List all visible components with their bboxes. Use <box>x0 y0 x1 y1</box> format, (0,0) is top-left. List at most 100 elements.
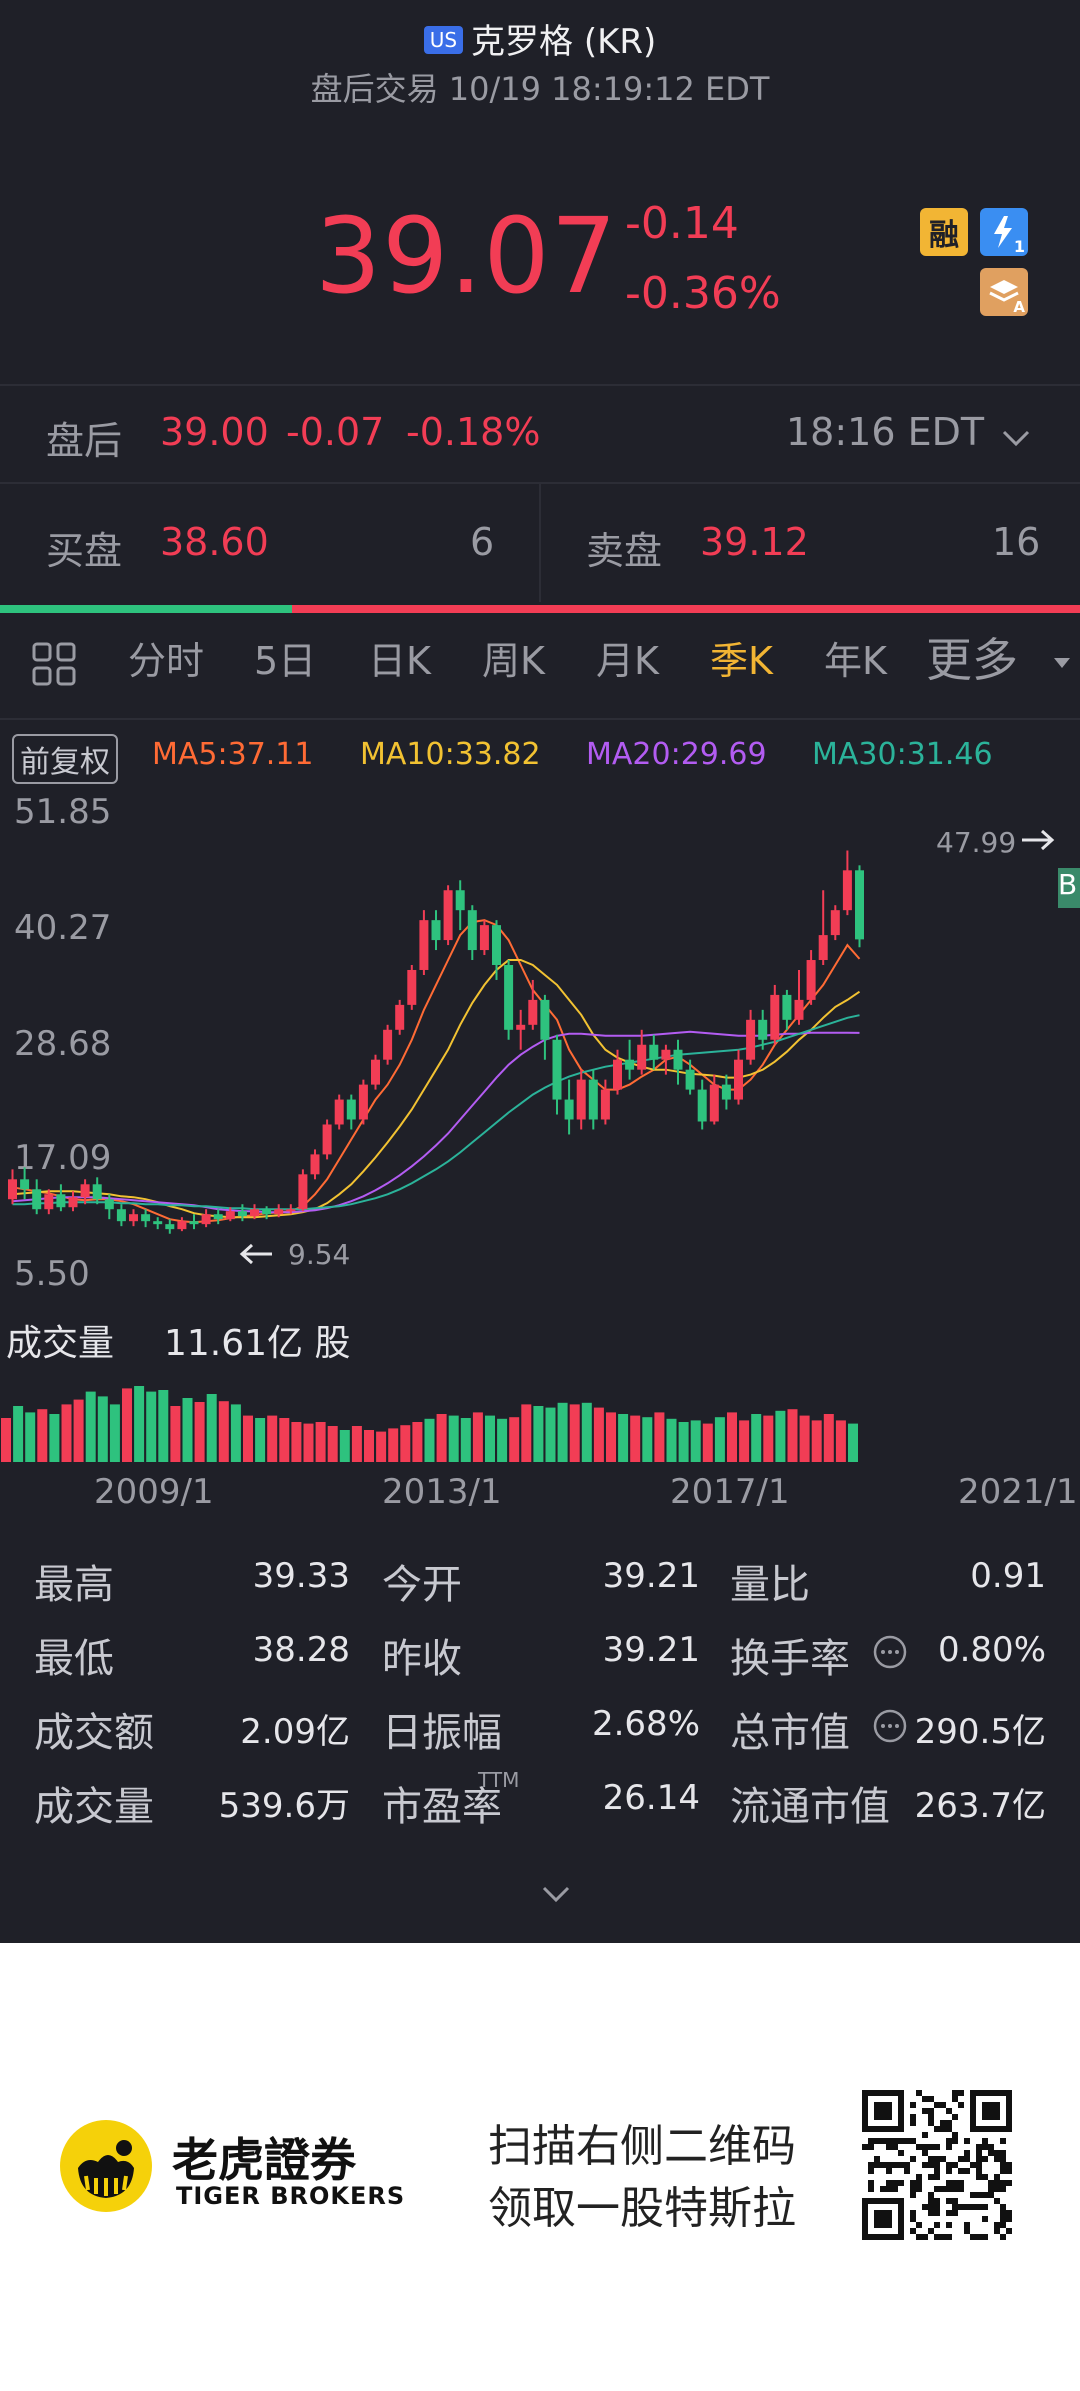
candle-body <box>625 1059 635 1070</box>
tab-5day[interactable]: 5日 <box>254 639 317 683</box>
candle-body <box>794 999 804 1020</box>
qr-module <box>898 2150 904 2156</box>
qr-module <box>928 2198 934 2204</box>
stat-value: 39.21 <box>602 1630 700 1670</box>
candle-body <box>504 965 514 1030</box>
candle-body <box>492 925 501 966</box>
volume-bar <box>267 1415 278 1462</box>
stat-value: 39.21 <box>602 1556 700 1596</box>
volume-bar <box>666 1418 677 1462</box>
qr-module <box>922 2150 928 2156</box>
qr-module <box>886 2180 892 2186</box>
qr-module <box>928 2228 934 2234</box>
qr-module <box>946 2144 952 2150</box>
qr-module <box>946 2198 952 2204</box>
qr-module <box>898 2138 904 2144</box>
qr-module <box>904 2138 910 2144</box>
qr-module <box>946 2186 952 2192</box>
tab-daily[interactable]: 日K <box>368 639 431 683</box>
caret-down-icon[interactable] <box>1052 652 1072 672</box>
stack-icon[interactable]: A <box>980 268 1028 316</box>
info-icon[interactable] <box>872 1708 908 1744</box>
qr-module <box>976 2192 982 2198</box>
candle-body <box>92 1184 102 1200</box>
qr-module <box>934 2222 940 2228</box>
market-badge: US <box>423 25 464 54</box>
volume-bar <box>521 1404 532 1462</box>
volume-bar <box>702 1423 713 1462</box>
volume-bar <box>678 1422 689 1462</box>
grid-icon[interactable] <box>30 640 78 688</box>
qr-module <box>934 2204 940 2210</box>
qr-module <box>970 2234 976 2240</box>
tab-intraday[interactable]: 分时 <box>128 639 205 683</box>
candle-body <box>842 870 852 911</box>
qr-module <box>952 2090 958 2096</box>
volume-bar <box>448 1415 459 1462</box>
qr-module <box>928 2114 934 2120</box>
candle-body <box>153 1221 163 1225</box>
stat-value: 39.33 <box>252 1556 350 1596</box>
candle-body <box>564 1099 574 1120</box>
candle-body <box>455 890 465 911</box>
qr-module <box>1000 2162 1006 2168</box>
qr-module <box>916 2186 922 2192</box>
volume-bar <box>823 1414 834 1462</box>
candle-body <box>685 1069 695 1090</box>
qr-module <box>964 2222 970 2228</box>
adjust-mode-button[interactable]: 前复权 <box>12 734 118 784</box>
qr-module <box>868 2180 874 2186</box>
volume-bar <box>206 1394 217 1462</box>
qr-module <box>892 2144 898 2150</box>
qr-module <box>1000 2138 1006 2144</box>
qr-module <box>916 2222 922 2228</box>
tab-quarterly[interactable]: 季K <box>710 639 773 683</box>
arrow-left-icon <box>239 1243 272 1265</box>
qr-module <box>886 2138 892 2144</box>
qr-module <box>952 2114 958 2120</box>
qr-code[interactable] <box>862 2090 1012 2240</box>
expand-chevron-icon[interactable] <box>536 1880 576 1910</box>
qr-module <box>910 2216 916 2222</box>
volume-bar <box>424 1418 435 1462</box>
qr-module <box>946 2138 952 2144</box>
qr-module <box>922 2162 928 2168</box>
margin-icon[interactable]: 融 <box>920 208 968 256</box>
qr-module <box>922 2132 928 2138</box>
ask-size: 16 <box>992 520 1041 564</box>
tab-weekly[interactable]: 周K <box>482 639 545 683</box>
volume-bar <box>194 1402 205 1462</box>
qr-module <box>988 2144 994 2150</box>
volume-bar <box>61 1404 72 1462</box>
price-change: -0.14 <box>625 198 739 249</box>
qr-module <box>862 2144 868 2150</box>
flash-icon[interactable]: 1 <box>980 208 1028 256</box>
ma30-label: MA30:31.46 <box>812 737 993 772</box>
candle-body <box>770 994 780 1040</box>
ma-line-ma30 <box>12 1014 860 1211</box>
qr-module <box>940 2102 946 2108</box>
tab-monthly[interactable]: 月K <box>596 639 659 683</box>
stat-value: 539.6万 <box>218 1786 350 1826</box>
x-tick-label: 2013/1 <box>382 1472 502 1512</box>
chevron-down-icon[interactable] <box>998 420 1034 456</box>
qr-module <box>976 2234 982 2240</box>
y-tick-label: 5.50 <box>14 1254 90 1294</box>
candle-body <box>189 1221 199 1225</box>
qr-module <box>892 2186 898 2192</box>
volume-label: 成交量 <box>6 1323 115 1364</box>
high-price-marker: 47.99 <box>936 826 1017 859</box>
ma5-label: MA5:37.11 <box>152 737 314 772</box>
info-icon[interactable] <box>872 1634 908 1670</box>
volume-bar <box>545 1407 556 1462</box>
volume-bar <box>533 1406 544 1462</box>
tab-more[interactable]: 更多 <box>926 633 1018 687</box>
ask-label: 卖盘 <box>586 529 663 573</box>
tab-yearly[interactable]: 年K <box>824 639 887 683</box>
brand-name-en: TIGER BROKERS <box>176 2182 406 2210</box>
qr-module <box>934 2234 940 2240</box>
volume-bar <box>412 1422 423 1462</box>
qr-module <box>946 2222 952 2228</box>
candlestick-chart[interactable] <box>0 780 1080 1310</box>
buy-marker-badge[interactable]: B <box>1058 868 1080 908</box>
